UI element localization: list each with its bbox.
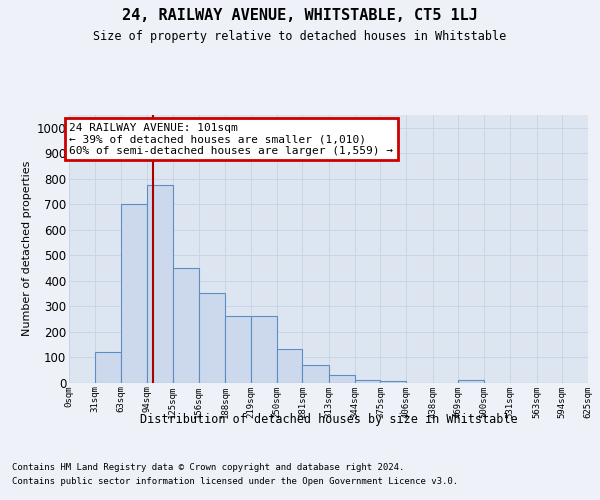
Bar — [199, 294, 225, 382]
Bar — [225, 316, 251, 382]
Bar — [95, 352, 121, 382]
Bar — [251, 316, 277, 382]
Bar — [380, 381, 406, 382]
Bar — [329, 375, 355, 382]
Bar — [355, 380, 380, 382]
Bar — [302, 364, 329, 382]
Y-axis label: Number of detached properties: Number of detached properties — [22, 161, 32, 336]
Text: 24, RAILWAY AVENUE, WHITSTABLE, CT5 1LJ: 24, RAILWAY AVENUE, WHITSTABLE, CT5 1LJ — [122, 8, 478, 22]
Bar — [277, 350, 302, 382]
Text: 24 RAILWAY AVENUE: 101sqm
← 39% of detached houses are smaller (1,010)
60% of se: 24 RAILWAY AVENUE: 101sqm ← 39% of detac… — [70, 122, 394, 156]
Text: Distribution of detached houses by size in Whitstable: Distribution of detached houses by size … — [140, 412, 518, 426]
Bar — [121, 204, 147, 382]
Bar — [173, 268, 199, 382]
Text: Contains public sector information licensed under the Open Government Licence v3: Contains public sector information licen… — [12, 478, 458, 486]
Text: Contains HM Land Registry data © Crown copyright and database right 2024.: Contains HM Land Registry data © Crown c… — [12, 462, 404, 471]
Bar — [458, 380, 484, 382]
Bar — [147, 185, 173, 382]
Text: Size of property relative to detached houses in Whitstable: Size of property relative to detached ho… — [94, 30, 506, 43]
